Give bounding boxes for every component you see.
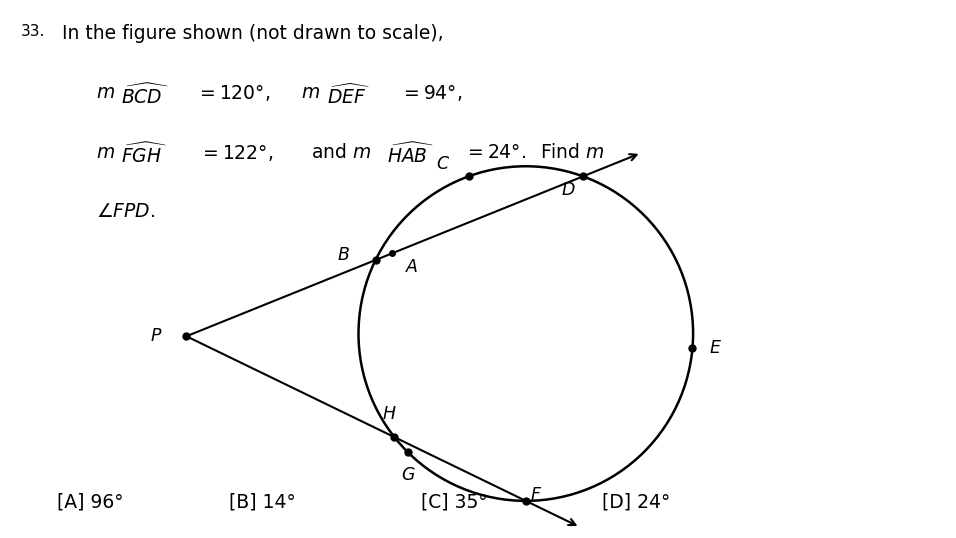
Text: $m$: $m$ xyxy=(301,83,320,102)
Text: $\widehat{BCD}$: $\widehat{BCD}$ xyxy=(121,83,169,108)
Text: Find $m$: Find $m$ xyxy=(540,143,605,161)
Text: and $m$: and $m$ xyxy=(311,143,371,161)
Text: $= 24°.$: $= 24°.$ xyxy=(464,143,526,161)
Text: $m$: $m$ xyxy=(96,83,115,102)
Text: $\widehat{DEF}$: $\widehat{DEF}$ xyxy=(327,83,370,108)
Text: $= 120°,$: $= 120°,$ xyxy=(196,83,271,103)
Text: $= 122°,$: $= 122°,$ xyxy=(199,143,273,162)
Text: $\angle FPD.$: $\angle FPD.$ xyxy=(96,202,155,221)
Text: $m$: $m$ xyxy=(96,143,115,161)
Text: [A] 96°: [A] 96° xyxy=(57,492,124,511)
Text: A: A xyxy=(406,258,418,276)
Text: H: H xyxy=(382,405,396,423)
Text: [C] 35°: [C] 35° xyxy=(421,492,488,511)
Text: B: B xyxy=(337,246,350,264)
Text: P: P xyxy=(150,327,161,345)
Text: $\widehat{FGH}$: $\widehat{FGH}$ xyxy=(121,143,167,167)
Text: C: C xyxy=(436,155,448,173)
Text: $\widehat{HAB}$: $\widehat{HAB}$ xyxy=(387,143,434,167)
Text: [D] 24°: [D] 24° xyxy=(602,492,670,511)
Text: D: D xyxy=(561,181,575,199)
Text: F: F xyxy=(531,486,541,504)
Text: In the figure shown (not drawn to scale),: In the figure shown (not drawn to scale)… xyxy=(62,24,444,43)
Text: E: E xyxy=(709,339,721,357)
Text: $= 94°,$: $= 94°,$ xyxy=(400,83,462,103)
Text: G: G xyxy=(401,466,414,484)
Text: 33.: 33. xyxy=(21,24,45,39)
Text: [B] 14°: [B] 14° xyxy=(229,492,296,511)
